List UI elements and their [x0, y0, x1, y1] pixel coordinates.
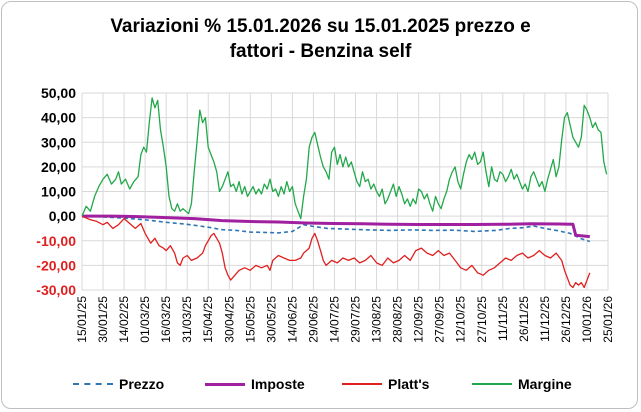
grid-layer: [81, 92, 609, 291]
chart-title-line-1: Variazioni % 15.01.2026 su 15.01.2025 pr…: [110, 16, 531, 37]
x-tick-label: 15/04/25: [201, 296, 215, 343]
x-tick-label: 29/06/25: [306, 296, 320, 343]
y-tick-label: 20,00: [41, 159, 76, 175]
x-tick-label: 28/08/25: [391, 296, 405, 343]
x-tick-label: 13/08/25: [370, 296, 384, 343]
legend-swatch-margine: [472, 383, 512, 385]
x-tick-label: 14/07/25: [327, 296, 341, 343]
chart-title: Variazioni % 15.01.2026 su 15.01.2025 pr…: [0, 14, 641, 64]
x-tick-label: 11/11/25: [496, 296, 510, 341]
x-tick-label: 30/05/25: [264, 296, 278, 343]
y-tick-label: 30,00: [41, 134, 76, 150]
chart-title-line-2: fattori - Benzina self: [229, 41, 412, 62]
legend-swatch-imposte: [205, 382, 245, 386]
x-axis: 15/01/25 30/01/25 14/02/25 01/03/25 16/03/25…: [75, 296, 615, 343]
y-axis: 50,00 40,00 30,00 20,00 10,00 0,00 -10,00 -20,0…: [36, 85, 76, 298]
x-tick-label: 25/01/26: [601, 296, 615, 343]
legend-item-prezzo: Prezzo: [73, 372, 164, 396]
x-tick-label: 31/03/25: [180, 296, 194, 343]
x-tick-label: 12/09/25: [412, 296, 426, 343]
y-tick-label: 10,00: [41, 184, 76, 200]
x-tick-label: 14/06/25: [285, 296, 299, 343]
x-tick-label: 26/11/25: [517, 296, 531, 342]
x-tick-label: 27/09/25: [433, 296, 447, 343]
legend-label-imposte: Imposte: [251, 376, 305, 392]
legend-swatch-platts: [342, 383, 382, 385]
legend-label-margine: Margine: [518, 376, 572, 392]
series-line-margine: [81, 97, 608, 220]
series-line-platts: [81, 215, 591, 289]
legend-label-prezzo: Prezzo: [119, 376, 165, 392]
legend-item-margine: Margine: [472, 372, 572, 396]
x-tick-label: 15/01/25: [75, 296, 89, 343]
x-tick-label: 29/07/25: [349, 296, 363, 343]
x-tick-label: 30/01/25: [96, 296, 110, 343]
legend-swatch-prezzo: [73, 383, 113, 385]
x-tick-label: 12/10/25: [454, 296, 468, 343]
x-tick-label: 27/10/25: [475, 296, 489, 343]
y-tick-label: 40,00: [41, 110, 76, 126]
x-tick-label: 30/04/25: [222, 296, 236, 343]
legend-item-platts: Platt's: [342, 372, 429, 396]
legend: Prezzo Imposte Platt's Margine: [0, 372, 641, 396]
x-tick-label: 16/03/25: [159, 296, 173, 343]
y-tick-label: 0,00: [49, 208, 76, 224]
x-tick-label: 14/02/25: [117, 296, 131, 343]
x-tick-label: 15/05/25: [243, 296, 257, 343]
x-tick-label: 10/01/26: [580, 296, 594, 343]
series-line-imposte: [82, 214, 590, 239]
legend-item-imposte: Imposte: [205, 372, 305, 396]
y-tick-label: -30,00: [36, 282, 76, 298]
series-layer: [81, 97, 608, 289]
series-line-prezzo: [81, 215, 591, 243]
x-tick-label: 26/12/25: [559, 296, 573, 343]
y-tick-label: 50,00: [41, 85, 76, 101]
x-tick-label: 11/12/25: [538, 296, 552, 342]
legend-label-platts: Platt's: [388, 376, 430, 392]
y-tick-label: -10,00: [36, 233, 76, 249]
x-tick-label: 01/03/25: [138, 296, 152, 343]
y-tick-label: -20,00: [36, 257, 76, 273]
